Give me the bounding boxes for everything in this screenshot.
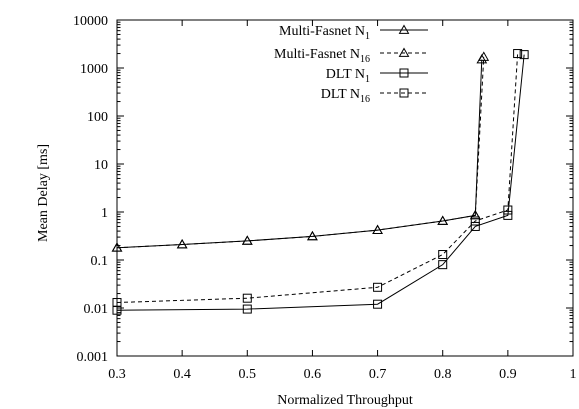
x-tick-label: 0.9 <box>499 367 517 382</box>
y-tick-label: 0.1 <box>91 254 109 269</box>
series-3 <box>112 50 529 315</box>
legend-item: DLT N16 <box>321 87 428 105</box>
square-marker <box>503 205 513 215</box>
square-marker <box>438 250 448 260</box>
square-marker <box>503 210 513 220</box>
legend-item: Multi-Fasnet N16 <box>274 47 428 65</box>
triangle-marker <box>372 224 383 234</box>
square-marker <box>513 49 523 59</box>
series-line <box>116 59 483 249</box>
y-tick-label: 1000 <box>80 62 108 77</box>
triangle-marker <box>398 47 410 57</box>
x-tick-label: 1 <box>570 367 577 382</box>
y-axis-title: Mean Delay [ms] <box>36 144 51 242</box>
y-tick-label: 10 <box>94 158 108 173</box>
square-marker <box>519 50 529 60</box>
legend-label: Multi-Fasnet N1 <box>279 24 370 42</box>
legend-item: DLT N1 <box>326 67 428 85</box>
series-line <box>116 53 519 304</box>
triangle-marker <box>469 209 481 220</box>
x-tick-label: 0.8 <box>434 367 452 382</box>
square-marker <box>373 282 383 292</box>
series-2 <box>111 51 490 252</box>
y-tick-label: 1 <box>101 206 108 221</box>
series-layer <box>111 49 529 315</box>
triangle-marker <box>111 242 123 252</box>
legend: Multi-Fasnet N1 Multi-Fasnet N16 DLT N1 DLT… <box>274 24 428 105</box>
legend-label: Multi-Fasnet N16 <box>274 47 370 65</box>
x-tick-label: 0.6 <box>304 367 322 382</box>
legend-label: DLT N1 <box>326 67 370 85</box>
series-1 <box>111 54 488 252</box>
y-tick-label: 10000 <box>73 14 108 29</box>
triangle-marker <box>307 230 318 241</box>
x-tick-label: 0.3 <box>108 367 126 382</box>
y-tick-label: 0.001 <box>77 350 109 365</box>
square-marker <box>399 88 409 98</box>
x-axis-title: Normalized Throughput <box>277 393 413 408</box>
legend-label: DLT N16 <box>321 87 370 105</box>
series-line <box>116 56 485 249</box>
series-line <box>116 54 525 311</box>
x-tick-label: 0.4 <box>173 367 191 382</box>
x-tick-label: 0.7 <box>369 367 387 382</box>
square-marker <box>242 293 252 303</box>
square-marker <box>399 68 409 78</box>
y-tick-label: 0.01 <box>84 302 109 317</box>
triangle-marker <box>437 215 449 225</box>
legend-item: Multi-Fasnet N1 <box>279 24 428 42</box>
square-marker <box>112 298 122 308</box>
axes: 0.3 0.4 0.5 0.6 0.7 0.8 0.9 1 0.001 0.01 0.1 1 10 100… <box>73 14 577 382</box>
square-marker <box>373 299 383 309</box>
triangle-marker <box>398 24 410 34</box>
triangle-marker <box>176 239 188 249</box>
series-4 <box>112 49 523 308</box>
x-tick-label: 0.5 <box>239 367 257 382</box>
square-marker <box>438 260 448 270</box>
square-marker <box>470 221 480 231</box>
triangle-marker <box>241 235 253 245</box>
y-tick-label: 100 <box>87 110 108 125</box>
plot-frame <box>116 19 574 357</box>
triangle-marker <box>478 51 490 61</box>
square-marker <box>470 216 480 226</box>
square-marker <box>242 304 252 314</box>
